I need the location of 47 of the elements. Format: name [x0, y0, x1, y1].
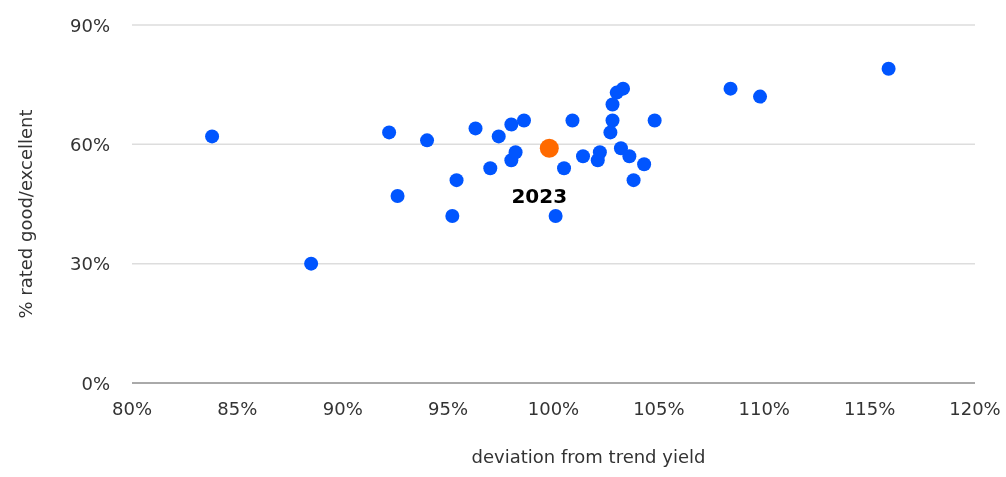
point	[539, 138, 559, 158]
x-tick-label: 80%	[111, 398, 153, 419]
point	[390, 189, 405, 204]
x-tick-label: 90%	[322, 398, 363, 419]
annotation: 2023	[511, 184, 568, 209]
x-tick-label: 120%	[949, 398, 1001, 419]
point	[626, 173, 641, 188]
point	[504, 117, 519, 132]
x-tick-label: 85%	[217, 398, 258, 419]
point	[548, 208, 563, 223]
point	[517, 113, 531, 128]
point	[622, 149, 637, 164]
point	[576, 149, 591, 164]
point	[723, 81, 738, 96]
point	[605, 113, 620, 128]
y-tick-label: 90%	[69, 14, 110, 36]
point	[420, 133, 435, 148]
x-tick-label: 105%	[633, 398, 685, 419]
point	[468, 121, 483, 136]
point	[491, 129, 506, 144]
y-tick-label: 0%	[81, 372, 110, 394]
point	[753, 89, 768, 104]
point	[449, 173, 464, 188]
x-tick-label: 115%	[843, 398, 896, 419]
point	[508, 145, 523, 160]
point	[647, 113, 662, 128]
x-axis-title: deviation from trend yield	[471, 446, 706, 467]
point	[205, 129, 220, 144]
y-tick-label: 60%	[69, 133, 110, 155]
point	[483, 161, 498, 176]
point	[445, 208, 460, 223]
point	[613, 141, 628, 156]
y-tick-label: 30%	[69, 253, 110, 275]
point	[382, 125, 397, 140]
y-axis-title: % rated good/excellent	[15, 109, 36, 319]
point	[616, 81, 631, 96]
point	[565, 113, 580, 128]
x-tick-label: 100%	[527, 398, 580, 419]
point	[557, 161, 572, 176]
point	[637, 157, 652, 172]
x-tick-label: 95%	[428, 398, 469, 419]
point	[881, 61, 896, 76]
point	[304, 256, 319, 271]
point	[605, 97, 620, 112]
point	[603, 125, 618, 140]
x-tick-label: 110%	[738, 398, 790, 419]
point	[592, 145, 607, 160]
